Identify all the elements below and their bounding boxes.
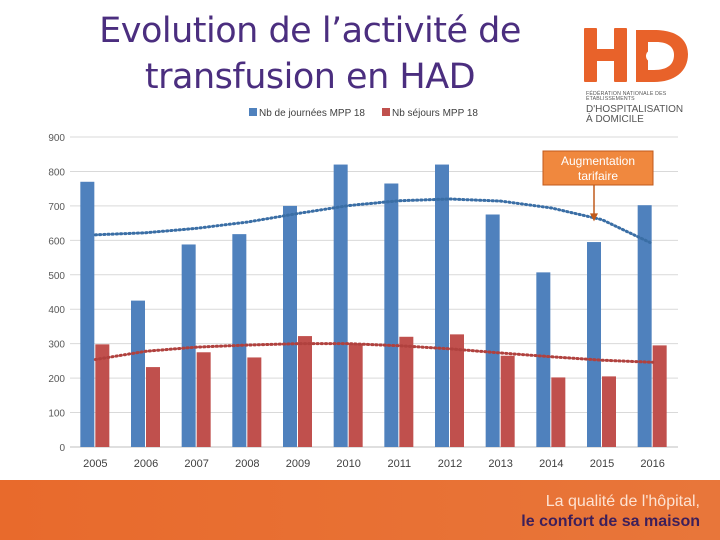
had-logo-mark-icon [584, 28, 688, 82]
bar-journees-2016 [637, 205, 652, 447]
bar-sejours-2007 [196, 352, 211, 447]
bar-journees-2014 [536, 272, 551, 447]
bar-sejours-2011 [399, 336, 414, 447]
x-tick-label: 2006 [134, 458, 158, 470]
annotation-text-line2: tarifaire [578, 169, 618, 183]
footer-tagline-line2: le confort de sa maison [521, 513, 700, 530]
bar-journees-2006 [131, 300, 145, 447]
y-tick-label: 0 [59, 443, 65, 454]
footer-tagline-line1: La qualité de l'hôpital, [545, 493, 700, 510]
y-tick-label: 700 [48, 202, 65, 213]
x-tick-label: 2014 [539, 458, 563, 470]
annotation-text-line1: Augmentation [561, 154, 635, 168]
legend-label-sejours: Nb séjours MPP 18 [392, 108, 478, 119]
annotation-arrow-head [590, 213, 598, 222]
y-tick-label: 200 [48, 374, 65, 385]
x-tick-label: 2007 [184, 458, 208, 470]
x-tick-label: 2009 [286, 458, 310, 470]
had-logo: FÉDÉRATION NATIONALE DES ÉTABLISSEMENTS … [584, 26, 694, 125]
x-tick-label: 2016 [640, 458, 664, 470]
x-tick-label: 2011 [388, 458, 412, 470]
activity-chart: 0 100 200 300 400 500 600 700 800 900 2005 2006 2007… [48, 108, 678, 470]
slide-title: Evolution de l’activité de transfusion e… [60, 8, 560, 100]
bar-journees-2013 [485, 214, 500, 447]
bar-journees-2005 [80, 181, 95, 447]
bar-sejours-2015 [602, 376, 616, 447]
x-tick-label: 2015 [590, 458, 614, 470]
legend-swatch-journees [249, 108, 257, 116]
y-tick-label: 500 [48, 271, 65, 282]
y-tick-label: 400 [48, 305, 65, 316]
y-tick-label: 300 [48, 340, 65, 351]
bar-sejours-2009 [298, 336, 312, 447]
x-tick-label: 2008 [235, 458, 259, 470]
bar-journees-2009 [283, 205, 297, 447]
bar-journees-2008 [232, 234, 247, 447]
bar-sejours-2010 [348, 343, 363, 447]
trendline-sejours [93, 342, 655, 364]
bar-sejours-2013 [500, 355, 515, 447]
bar-journees-2015 [587, 242, 601, 447]
bar-sejours-2012 [450, 334, 464, 447]
bar-sejours-2016 [652, 345, 667, 447]
logo-text: FÉDÉRATION NATIONALE DES ÉTABLISSEMENTS … [586, 91, 696, 126]
x-tick-label: 2005 [83, 458, 107, 470]
bar-journees-2011 [384, 183, 399, 447]
bar-journees-2007 [181, 244, 196, 447]
logo-org-line2: À DOMICILE [586, 114, 644, 126]
bar-sejours-2014 [551, 377, 566, 447]
bar-sejours-2008 [247, 357, 262, 447]
y-tick-label: 600 [48, 236, 65, 247]
y-tick-label: 100 [48, 409, 65, 420]
bar-sejours-2006 [146, 367, 160, 447]
x-tick-label: 2013 [488, 458, 512, 470]
y-tick-label: 800 [48, 167, 65, 178]
x-tick-label: 2012 [438, 458, 462, 470]
annotation-box [542, 150, 654, 186]
legend-swatch-sejours [382, 108, 390, 116]
footer-banner: La qualité de l'hôpital, le confort de s… [0, 480, 720, 540]
trendline-journees [93, 197, 655, 246]
bar-journees-2010 [333, 164, 348, 448]
bar-journees-2012 [435, 164, 449, 448]
x-tick-label: 2010 [336, 458, 360, 470]
y-tick-label: 900 [48, 133, 65, 144]
bar-sejours-2005 [95, 344, 110, 447]
logo-org-small: FÉDÉRATION NATIONALE DES ÉTABLISSEMENTS [586, 91, 667, 103]
slide-title-line1: Evolution de l’activité de [99, 11, 521, 51]
logo-org-line1: D'HOSPITALISATION [586, 103, 684, 115]
legend-label-journees: Nb de journées MPP 18 [259, 108, 365, 119]
slide-title-line2: transfusion en HAD [144, 57, 476, 97]
